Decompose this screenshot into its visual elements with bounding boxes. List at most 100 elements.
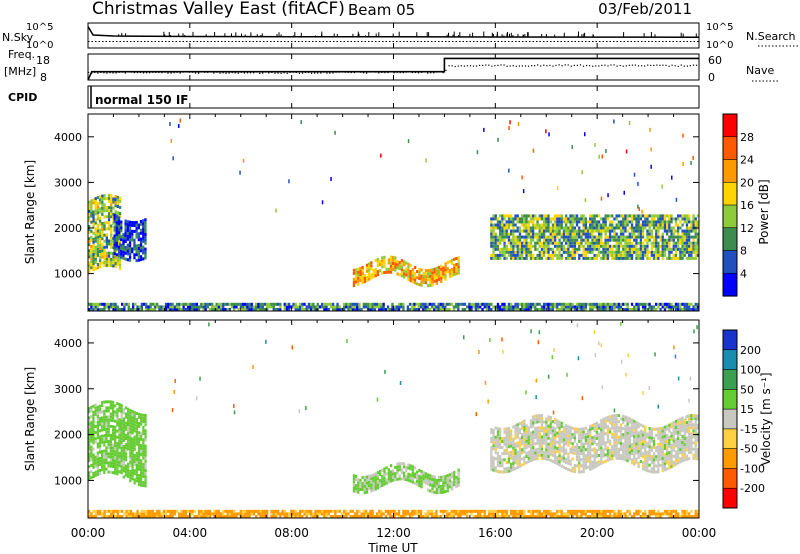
data-cell bbox=[132, 302, 135, 306]
data-cell bbox=[111, 419, 115, 423]
data-cell bbox=[415, 308, 418, 311]
nave-point bbox=[344, 71, 346, 73]
data-cell bbox=[116, 408, 119, 412]
data-cell bbox=[105, 415, 108, 419]
data-cell bbox=[670, 446, 673, 450]
data-cell bbox=[547, 308, 550, 311]
data-cell bbox=[279, 305, 282, 309]
data-cell bbox=[490, 458, 493, 462]
data-cell bbox=[417, 305, 420, 309]
data-cell bbox=[558, 214, 561, 218]
data-cell bbox=[117, 234, 121, 237]
data-cell bbox=[608, 421, 612, 425]
data-cell bbox=[380, 308, 383, 311]
data-cell bbox=[244, 308, 247, 311]
data-cell bbox=[441, 305, 445, 309]
data-cell bbox=[681, 247, 684, 251]
data-cell bbox=[259, 305, 262, 309]
data-cell bbox=[470, 308, 473, 311]
data-cell bbox=[369, 305, 372, 309]
data-cell bbox=[103, 425, 106, 429]
data-cell bbox=[411, 277, 414, 281]
data-cell bbox=[135, 226, 138, 230]
data-cell bbox=[94, 412, 97, 416]
data-cell bbox=[670, 250, 673, 254]
data-cell bbox=[105, 215, 108, 219]
data-cell bbox=[376, 477, 380, 481]
data-cell bbox=[670, 437, 673, 441]
data-cell bbox=[661, 305, 664, 309]
data-cell bbox=[652, 427, 656, 431]
data-cell bbox=[92, 216, 95, 220]
data-cell bbox=[118, 403, 121, 406]
data-cell bbox=[135, 442, 138, 446]
data-cell bbox=[365, 275, 369, 279]
data-cell bbox=[507, 439, 511, 443]
data-cell bbox=[105, 440, 108, 444]
data-cell bbox=[94, 431, 97, 435]
data-cell bbox=[600, 244, 603, 248]
data-cell bbox=[565, 460, 568, 464]
data-cell bbox=[604, 229, 607, 233]
nave-point bbox=[139, 71, 142, 73]
data-cell bbox=[101, 465, 104, 469]
data-cell bbox=[690, 247, 693, 251]
data-cell bbox=[140, 450, 143, 454]
data-cell bbox=[641, 439, 645, 443]
data-cell bbox=[496, 457, 500, 461]
data-cell bbox=[692, 447, 695, 451]
data-cell bbox=[518, 461, 522, 465]
data-cell bbox=[622, 220, 625, 224]
data-cell bbox=[463, 308, 467, 311]
data-cell bbox=[137, 431, 141, 435]
data-cell bbox=[376, 483, 380, 487]
data-cell bbox=[140, 422, 143, 426]
data-cell bbox=[96, 436, 99, 440]
data-cell bbox=[370, 276, 373, 280]
data-cell bbox=[670, 422, 673, 426]
nave-point bbox=[561, 65, 563, 67]
data-cell bbox=[538, 447, 541, 451]
data-cell bbox=[442, 266, 445, 270]
data-cell bbox=[124, 446, 128, 450]
data-cell bbox=[639, 229, 642, 233]
data-cell bbox=[666, 229, 669, 233]
data-cell bbox=[622, 226, 625, 230]
data-cell bbox=[681, 214, 684, 218]
data-cell bbox=[514, 461, 517, 464]
station-title: Christmas Valley East (fitACF) bbox=[92, 0, 345, 19]
data-cell bbox=[516, 244, 519, 248]
data-cell bbox=[681, 428, 684, 432]
data-cell bbox=[659, 451, 662, 455]
data-cell bbox=[370, 474, 373, 478]
data-cell bbox=[604, 238, 607, 242]
data-cell bbox=[538, 223, 541, 227]
data-cell bbox=[661, 247, 664, 251]
data-cell bbox=[124, 415, 128, 419]
nave-point bbox=[143, 72, 145, 74]
data-cell bbox=[364, 302, 368, 306]
data-cell bbox=[650, 461, 653, 465]
data-cell bbox=[551, 429, 555, 433]
data-cell bbox=[457, 302, 460, 306]
data-cell bbox=[589, 214, 592, 218]
data-cell bbox=[117, 254, 121, 258]
data-cell bbox=[635, 250, 638, 254]
data-cell bbox=[606, 308, 609, 311]
data-cell bbox=[591, 238, 594, 242]
data-cell bbox=[127, 413, 130, 417]
data-cell bbox=[94, 403, 97, 407]
data-cell bbox=[567, 250, 570, 254]
data-cell bbox=[120, 235, 123, 239]
data-cell bbox=[118, 406, 121, 410]
data-cell bbox=[641, 305, 645, 309]
data-cell bbox=[127, 426, 130, 429]
data-cell bbox=[551, 217, 555, 221]
scatter-cell bbox=[517, 122, 520, 127]
nave-point bbox=[161, 72, 163, 74]
nave-point bbox=[531, 65, 533, 67]
data-cell bbox=[622, 244, 625, 248]
data-cell bbox=[440, 491, 443, 494]
data-cell bbox=[250, 305, 253, 309]
data-cell bbox=[268, 305, 271, 309]
